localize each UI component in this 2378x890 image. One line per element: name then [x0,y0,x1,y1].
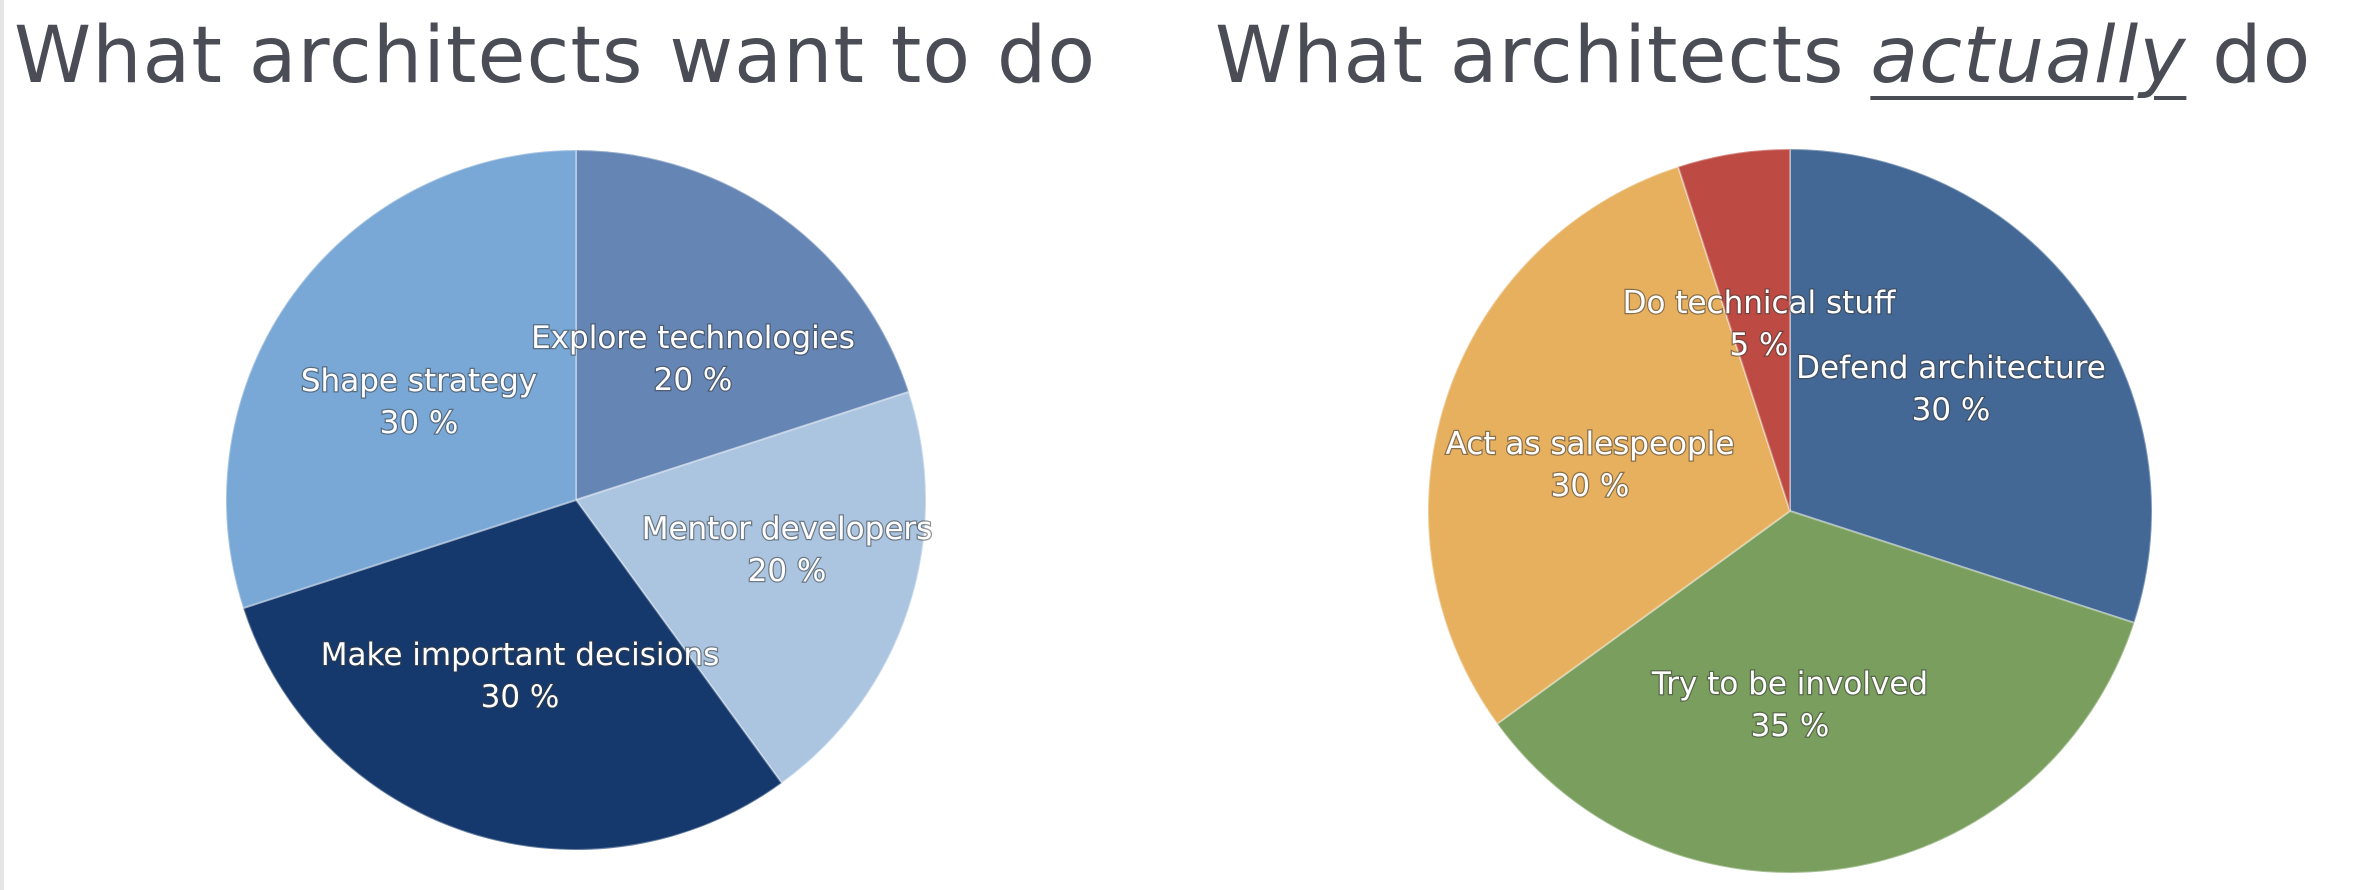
pie-slice-make-important-decisions [241,498,784,851]
pie-slice-act-as-salespeople [1427,165,1792,726]
slice-label-make-important-decisions: Make important decisions [321,637,719,673]
slice-value-mentor-developers: 20 % [748,553,827,589]
slice-label-do-technical-stuff: Do technical stuff [1623,285,1896,321]
pie-slice-defend-architecture [1789,147,2153,625]
title-want-to-do: What architects want to do [14,8,1096,106]
pie-slice-mentor-developers [574,390,927,785]
slice-value-shape-strategy: 30 % [380,405,459,441]
slice-value-act-as-salespeople: 30 % [1551,468,1630,504]
slice-label-explore-technologies: Explore technologies [531,320,855,356]
title-left-text: What architects want to do [14,11,1097,101]
slice-value-defend-architecture: 30 % [1912,392,1991,428]
slice-label-act-as-salespeople: Act as salespeople [1446,426,1735,462]
title-right-before: What architects [1215,11,1871,101]
slice-value-do-technical-stuff: 5 % [1729,327,1788,363]
slice-label-try-to-be-involved: Try to be involved [1651,666,1928,702]
slice-label-shape-strategy: Shape strategy [301,363,537,399]
pie-chart-actual: Defend architecture 30 % Try to be involve… [1427,147,2153,874]
pie-chart-want: Explore technologies 20 % Mentor developer… [225,148,934,851]
slice-label-defend-architecture: Defend architecture [1796,350,2106,386]
pie-slice-try-to-be-involved [1495,509,2136,874]
title-right-after: do [2186,11,2312,101]
slice-label-mentor-developers: Mentor developers [642,511,933,547]
pie-slice-do-technical-stuff [1676,147,1791,512]
slice-value-explore-technologies: 20 % [654,362,733,398]
slice-value-make-important-decisions: 30 % [481,679,560,715]
pie-slice-explore-technologies [575,148,911,502]
title-right-emphasis: actually [1870,11,2187,101]
slice-value-try-to-be-involved: 35 % [1751,708,1830,744]
title-actually-do: What architects actually do [1215,8,2311,106]
pie-slice-shape-strategy [225,148,577,610]
left-edge-divider [0,0,4,890]
